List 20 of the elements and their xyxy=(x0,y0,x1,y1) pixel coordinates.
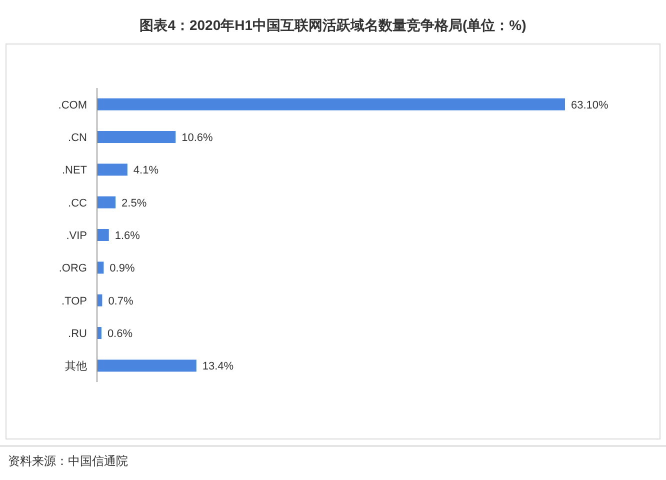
data-label: 0.9% xyxy=(110,262,135,275)
data-label: 63.10% xyxy=(571,99,608,112)
category-label: .CC xyxy=(68,197,87,210)
category-label: .VIP xyxy=(66,230,87,242)
data-label: 4.1% xyxy=(133,164,158,177)
data-label: 13.4% xyxy=(202,360,234,373)
annotation: 资料来源：中国信通院 xyxy=(8,454,128,468)
category-label: .CN xyxy=(68,132,87,144)
data-label: 2.5% xyxy=(122,197,147,210)
data-label: 0.6% xyxy=(107,328,133,340)
data-label: 10.6% xyxy=(182,132,213,144)
category-label: .NET xyxy=(62,164,87,177)
category-label: .RU xyxy=(68,328,87,340)
category-label: .COM xyxy=(58,99,87,112)
title: 图表4：2020年H1中国互联网活跃域名数量竞争格局(单位：%) xyxy=(140,17,526,33)
data-label: 1.6% xyxy=(114,230,140,242)
category-label: 其他 xyxy=(65,360,87,373)
data-label: 0.7% xyxy=(108,295,134,308)
category-label: .TOP xyxy=(62,295,87,308)
category-label: .ORG xyxy=(58,262,87,275)
